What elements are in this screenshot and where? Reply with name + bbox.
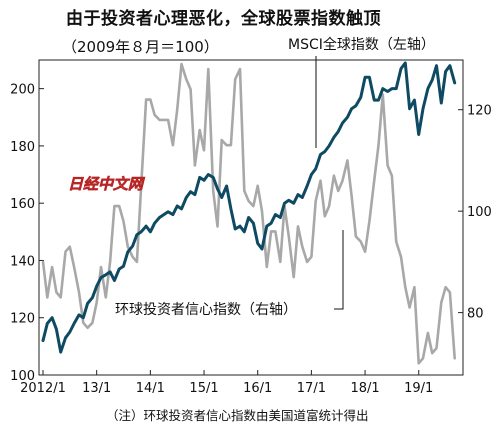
x-tick-label: 15/1 bbox=[189, 381, 218, 396]
x-axis: 2012/1 13/1 14/1 15/1 16/1 17/1 18/1 19/1 bbox=[20, 370, 433, 396]
watermark: 日经中文网 bbox=[68, 175, 147, 194]
series-layer bbox=[41, 61, 457, 365]
left-tick-label: 120 bbox=[10, 312, 35, 327]
right-axis: 80 100 120 bbox=[458, 104, 492, 322]
left-tick-label: 200 bbox=[10, 83, 35, 98]
left-tick-label: 180 bbox=[10, 140, 35, 155]
right-tick-label: 80 bbox=[467, 307, 484, 322]
left-tick-label: 160 bbox=[10, 197, 35, 212]
confidence-series-line bbox=[41, 62, 457, 365]
x-tick-label: 19/1 bbox=[404, 381, 433, 396]
confidence-series-label: 环球投资者信心指数（右轴） bbox=[115, 302, 297, 318]
msci-series-line bbox=[41, 61, 457, 354]
x-tick-label: 2012/1 bbox=[20, 381, 66, 396]
msci-label-bg bbox=[286, 32, 452, 54]
msci-series-label: MSCI全球指数（左轴） bbox=[288, 36, 435, 53]
plot-frame bbox=[38, 59, 464, 376]
x-tick-label: 13/1 bbox=[82, 381, 111, 396]
left-axis: 100 120 140 160 180 200 bbox=[10, 83, 44, 384]
x-tick-label: 18/1 bbox=[350, 381, 379, 396]
x-tick-label: 14/1 bbox=[136, 381, 165, 396]
x-tick-label: 17/1 bbox=[297, 381, 326, 396]
x-tick-label: 16/1 bbox=[243, 381, 272, 396]
confidence-leader-line bbox=[334, 230, 344, 310]
left-tick-label: 100 bbox=[10, 369, 35, 384]
chart-subtitle: （2009年８月＝100） bbox=[62, 38, 219, 56]
series-labels: MSCI全球指数（左轴） 环球投资者信心指数（右轴） bbox=[113, 32, 452, 320]
right-tick-label: 100 bbox=[467, 205, 492, 220]
watermark-text: 日经中文网 bbox=[68, 175, 146, 193]
confidence-label-bg bbox=[113, 298, 335, 320]
chart-title: 由于投资者心理恶化，全球股票指数触顶 bbox=[66, 9, 381, 29]
right-tick-label: 120 bbox=[467, 104, 492, 119]
source-note: （注）环球投资者信心指数由美国道富统计得出 bbox=[106, 408, 369, 423]
left-tick-label: 140 bbox=[10, 254, 35, 269]
